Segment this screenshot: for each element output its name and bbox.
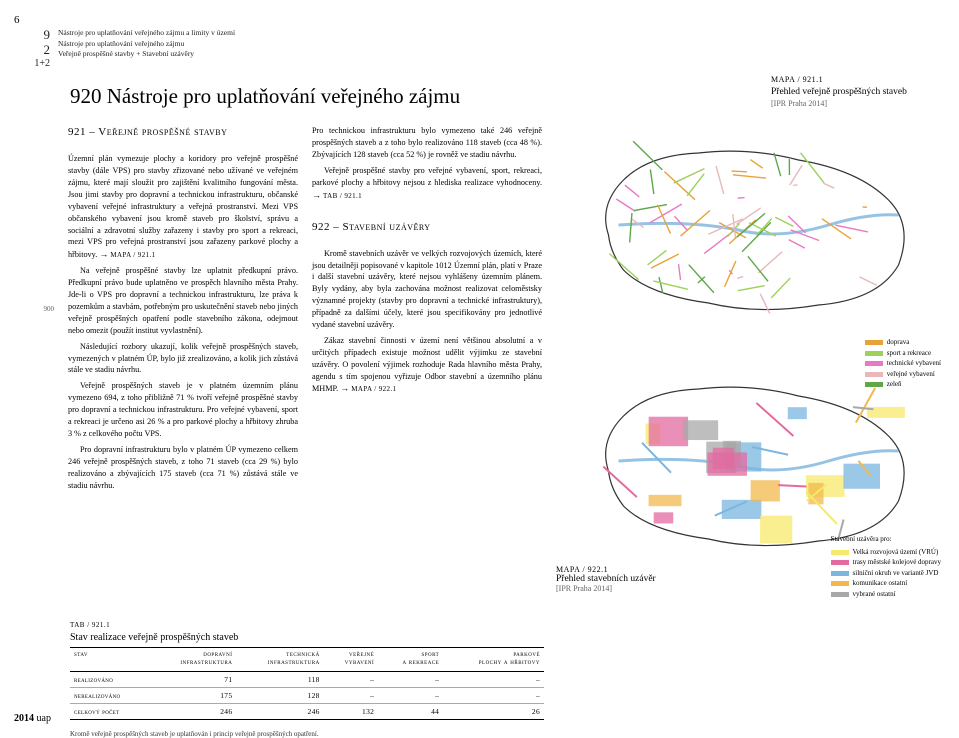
table-header: technickáinfrastruktura xyxy=(236,648,323,671)
table-block: TAB / 921.1 Stav realizace veřejně prosp… xyxy=(70,621,544,737)
map1-caption: MAPA / 921.1 Přehled veřejně prospěšných… xyxy=(771,75,941,109)
p-921-5: Pro dopravní infrastrukturu bylo v platn… xyxy=(68,444,298,492)
p-col2-2: Veřejně prospěšné stavby pro veřejné vyb… xyxy=(312,165,542,202)
p-922-1: Kromě stavebních uzávěr ve velkých rozvo… xyxy=(312,248,542,331)
header-codes: 9 2 1+2 xyxy=(14,28,50,69)
year-stamp: 2014 uap xyxy=(14,713,51,724)
code-c: 1+2 xyxy=(14,58,50,70)
table-cell: 118 xyxy=(236,671,323,687)
table-cell: – xyxy=(324,687,379,703)
table-header: dopravníinfrastruktura xyxy=(149,648,236,671)
page-title: 920 Nástroje pro uplatňování veřejného z… xyxy=(70,84,460,109)
table-cell: nerealizováno xyxy=(70,687,149,703)
table-header: sporta rekreace xyxy=(378,648,443,671)
table-row: nerealizováno175128––– xyxy=(70,687,544,703)
map-1-svg xyxy=(556,125,941,325)
table: stavdopravníinfrastrukturatechnickáinfra… xyxy=(70,647,544,719)
column-1: 921 – Veřejně prospěšné stavby Územní pl… xyxy=(68,125,298,593)
section-921-heading: 921 – Veřejně prospěšné stavby xyxy=(68,125,298,141)
table-title: Stav realizace veřejně prospěšných stave… xyxy=(70,632,544,643)
legend-item: trasy městské kolejové dopravy xyxy=(831,557,941,568)
code-a: 9 xyxy=(14,28,50,43)
table-cell: – xyxy=(443,671,544,687)
table-cell: 246 xyxy=(236,703,323,719)
footnote: Kromě veřejně prospěšných staveb je upla… xyxy=(70,730,544,738)
map1-ref: MAPA / 921.1 xyxy=(771,75,941,85)
section-922-heading: 922 – Stavební uzávěry xyxy=(312,220,542,236)
p-921-1: Územní plán vymezuje plochy a koridory p… xyxy=(68,153,298,261)
table-cell: 246 xyxy=(149,703,236,719)
table-header: veřejnévybavení xyxy=(324,648,379,671)
legend-2-title: Stavební uzávěra pro: xyxy=(831,534,941,545)
column-2: Pro technickou infrastrukturu bylo vymez… xyxy=(312,125,542,593)
table-cell: 44 xyxy=(378,703,443,719)
table-cell: 26 xyxy=(443,703,544,719)
page-number-left: 6 xyxy=(14,14,20,26)
legend-item: sport a rekreace xyxy=(865,348,941,359)
page: 6 9 2 1+2 Nástroje pro uplatňování veřej… xyxy=(0,0,959,730)
table-row: realizováno71118––– xyxy=(70,671,544,687)
breadcrumb-2: Nástroje pro uplatňování veřejného zájmu xyxy=(58,39,235,50)
breadcrumb-3: Veřejně prospěšné stavby + Stavební uzáv… xyxy=(58,49,235,60)
map-2-svg xyxy=(556,361,941,561)
map-2 xyxy=(556,361,941,561)
legend-2: Stavební uzávěra pro: Velká rozvojová úz… xyxy=(831,534,941,599)
map1-title: Přehled veřejně prospěšných staveb xyxy=(771,87,941,99)
body: 900 921 – Veřejně prospěšné stavby Územn… xyxy=(14,125,941,593)
map-1 xyxy=(556,125,941,325)
p-921-4: Veřejně prospěšných staveb je v platném … xyxy=(68,380,298,439)
p-921-2: Na veřejně prospěšné stavby lze uplatnit… xyxy=(68,265,298,336)
legend-item: vybrané ostatní xyxy=(831,589,941,600)
maps-column: dopravasport a rekreacetechnické vybaven… xyxy=(556,125,941,593)
table-cell: 132 xyxy=(324,703,379,719)
legend-item: komunikace ostatní xyxy=(831,578,941,589)
table-cell: 128 xyxy=(236,687,323,703)
breadcrumb-1: Nástroje pro uplatňování veřejného zájmu… xyxy=(58,28,235,39)
table-cell: 71 xyxy=(149,671,236,687)
table-cell: celkový počet xyxy=(70,703,149,719)
margin-page: 900 xyxy=(14,125,54,593)
breadcrumb: Nástroje pro uplatňování veřejného zájmu… xyxy=(58,28,235,69)
legend-item: silniční okruh ve variantě JVD xyxy=(831,568,941,579)
map1-source: [IPR Praha 2014] xyxy=(771,99,941,109)
table-row: celkový počet2462461324426 xyxy=(70,703,544,719)
table-cell: – xyxy=(378,671,443,687)
code-b: 2 xyxy=(14,43,50,58)
table-cell: 175 xyxy=(149,687,236,703)
table-header: parkovéplochy a hřbitovy xyxy=(443,648,544,671)
p-col2-1: Pro technickou infrastrukturu bylo vymez… xyxy=(312,125,542,161)
table-cell: – xyxy=(378,687,443,703)
header: 9 2 1+2 Nástroje pro uplatňování veřejné… xyxy=(14,28,941,69)
table-header: stav xyxy=(70,648,149,671)
legend-item: Velká rozvojová území (VRÚ) xyxy=(831,547,941,558)
table-cell: – xyxy=(443,687,544,703)
title-row: 920 Nástroje pro uplatňování veřejného z… xyxy=(14,75,941,109)
p-921-3: Následující rozbory ukazují, kolik veřej… xyxy=(68,341,298,377)
p-922-2: Zákaz stavební činnosti v území není vět… xyxy=(312,335,542,396)
legend-item: doprava xyxy=(865,337,941,348)
table-ref: TAB / 921.1 xyxy=(70,621,544,629)
table-cell: – xyxy=(324,671,379,687)
table-cell: realizováno xyxy=(70,671,149,687)
